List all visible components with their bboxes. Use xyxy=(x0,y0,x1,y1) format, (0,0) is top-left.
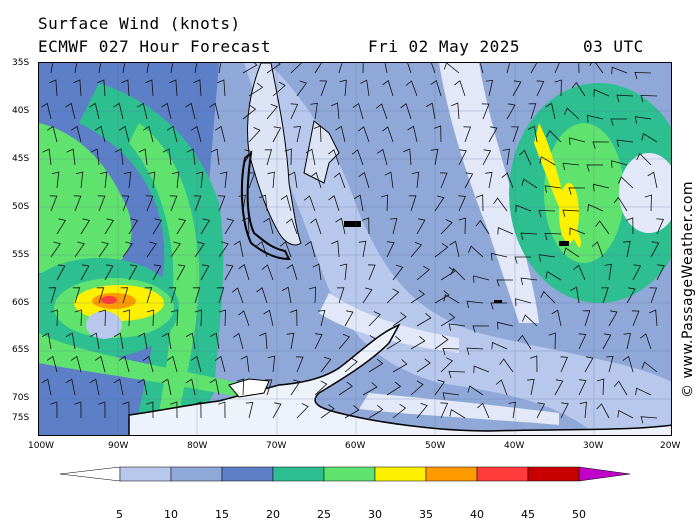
colorbar-tick-10: 10 xyxy=(164,508,178,521)
lon-label-30w: 30W xyxy=(583,441,603,451)
colorbar-tick-5: 5 xyxy=(116,508,123,521)
colorbar-high-arrow xyxy=(579,467,630,481)
lon-label-50w: 50W xyxy=(425,441,445,451)
watermark: © www.PassageWeather.com xyxy=(680,181,696,398)
lon-label-20w: 20W xyxy=(660,441,680,451)
colorbar xyxy=(60,464,640,484)
colorbar-tick-25: 25 xyxy=(317,508,331,521)
colorbar-tick-30: 30 xyxy=(368,508,382,521)
lon-label-90w: 90W xyxy=(108,441,128,451)
lat-label-70s: 70S xyxy=(12,393,29,403)
lat-label-75s: 75S xyxy=(12,413,29,423)
lat-label-55s: 55S xyxy=(12,250,29,260)
lon-label-60w: 60W xyxy=(345,441,365,451)
colorbar-low-arrow xyxy=(60,467,120,481)
lat-label-35s: 35S xyxy=(12,58,29,68)
lat-label-65s: 65S xyxy=(12,345,29,355)
lon-label-100w: 100W xyxy=(28,441,54,451)
lon-label-40w: 40W xyxy=(504,441,524,451)
colorbar-segment xyxy=(273,467,324,481)
colorbar-tick-40: 40 xyxy=(470,508,484,521)
chart-title: Surface Wind (knots) xyxy=(38,14,241,33)
forecast-time: 03 UTC xyxy=(583,37,644,56)
lon-label-70w: 70W xyxy=(266,441,286,451)
colorbar-segment xyxy=(426,467,477,481)
wind-map xyxy=(38,62,672,436)
lat-label-60s: 60S xyxy=(12,298,29,308)
colorbar-segment xyxy=(528,467,579,481)
lat-label-45s: 45S xyxy=(12,154,29,164)
forecast-date: Fri 02 May 2025 xyxy=(368,37,520,56)
falkland-islands xyxy=(344,221,361,227)
colorbar-tick-45: 45 xyxy=(521,508,535,521)
colorbar-tick-35: 35 xyxy=(419,508,433,521)
colorbar-segment xyxy=(171,467,222,481)
east-storm-streak-2 xyxy=(559,183,579,243)
lat-label-40s: 40S xyxy=(12,106,29,116)
colorbar-tick-20: 20 xyxy=(266,508,280,521)
colorbar-segment xyxy=(120,467,171,481)
south-georgia-island xyxy=(559,241,569,246)
colorbar-segment xyxy=(222,467,273,481)
colorbar-segment xyxy=(324,467,375,481)
colorbar-segment xyxy=(477,467,528,481)
colorbar-tick-50: 50 xyxy=(572,508,586,521)
model-label: ECMWF 027 Hour Forecast xyxy=(38,37,271,56)
lon-label-80w: 80W xyxy=(187,441,207,451)
colorbar-tick-15: 15 xyxy=(215,508,229,521)
colorbar-segment xyxy=(375,467,426,481)
lat-label-50s: 50S xyxy=(12,202,29,212)
wind-map-svg xyxy=(39,63,672,436)
